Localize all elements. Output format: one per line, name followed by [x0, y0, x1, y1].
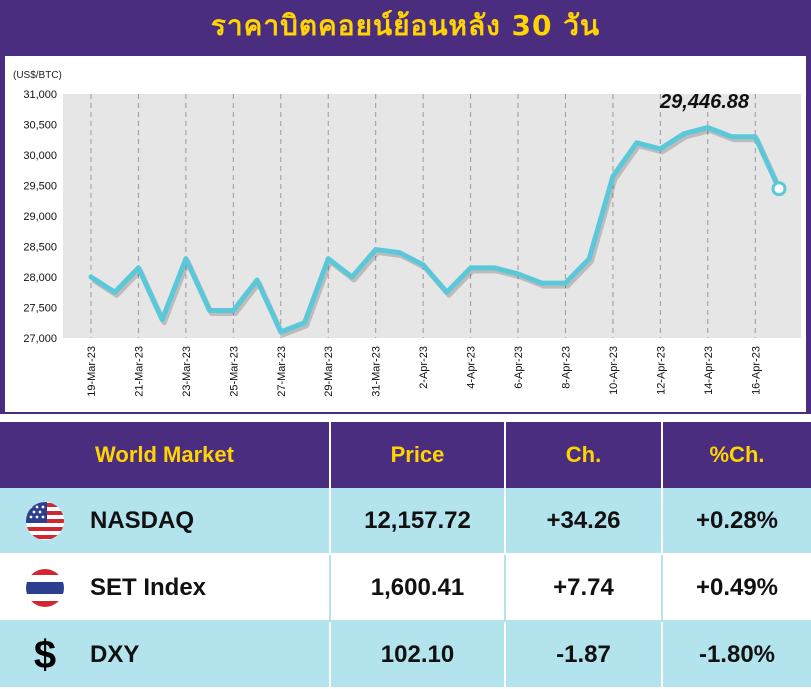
y-tick-label: 28,500 — [23, 242, 57, 254]
x-tick-label: 2-Apr-23 — [418, 346, 430, 389]
x-tick-label: 21-Mar-23 — [133, 346, 145, 397]
x-tick-label: 31-Mar-23 — [371, 346, 383, 397]
chart-title: ราคาบิตคอยน์ย้อนหลัง 30 วัน — [210, 9, 601, 42]
header-world-market: World Market — [0, 422, 331, 488]
y-tick-label: 31,000 — [23, 89, 57, 101]
table-header-row: World Market Price Ch. %Ch. — [0, 422, 811, 488]
unit-label: (US$/BTC) — [13, 70, 62, 81]
y-tick-label: 30,500 — [23, 120, 57, 132]
x-tick-label: 19-Mar-23 — [86, 346, 98, 397]
market-price: 12,157.72 — [330, 488, 506, 555]
table-row: SET Index 1,600.41 +7.74 +0.49% — [0, 554, 811, 622]
series-line — [88, 125, 782, 335]
table-row: NASDAQ 12,157.72 +34.26 +0.28% — [0, 488, 811, 555]
x-tick-label: 27-Mar-23 — [276, 346, 288, 397]
x-tick-label: 4-Apr-23 — [466, 346, 478, 389]
us-flag-icon — [0, 501, 90, 541]
header-change: Ch. — [505, 422, 663, 488]
line-chart: (US$/BTC) 31,000 30,500 30,000 29,500 29,000 2… — [5, 56, 806, 412]
x-tick-label: 10-Apr-23 — [608, 346, 620, 395]
market-change: +34.26 — [505, 488, 663, 555]
last-point-marker — [771, 181, 787, 197]
market-name-cell: SET Index — [0, 554, 331, 622]
market-name: NASDAQ — [90, 506, 195, 534]
market-change: +7.74 — [505, 554, 663, 622]
y-tick-label: 27,000 — [23, 333, 57, 345]
y-tick-label: 27,500 — [23, 303, 57, 315]
table-row: $ DXY 102.10 -1.87 -1.80% — [0, 621, 811, 689]
market-change: -1.87 — [505, 621, 663, 689]
market-name: SET Index — [90, 573, 207, 601]
market-price: 1,600.41 — [330, 554, 506, 622]
market-pct-change: +0.49% — [662, 554, 811, 622]
x-tick-label: 14-Apr-23 — [703, 346, 715, 395]
divider — [0, 414, 811, 422]
dollar-icon: $ — [33, 632, 57, 677]
x-tick-label: 16-Apr-23 — [750, 346, 762, 395]
header-pct-change: %Ch. — [662, 422, 811, 488]
x-tick-label: 8-Apr-23 — [560, 346, 572, 389]
market-name-cell: $ DXY — [0, 621, 331, 689]
last-value-annotation: 29,446.88 — [659, 91, 750, 113]
y-tick-label: 30,000 — [23, 150, 57, 162]
y-tick-label: 28,000 — [23, 272, 57, 284]
x-tick-label: 12-Apr-23 — [655, 346, 667, 395]
x-tick-label: 23-Mar-23 — [181, 346, 193, 397]
market-name: DXY — [90, 640, 140, 668]
world-market-table: World Market Price Ch. %Ch. — [0, 422, 811, 689]
thai-flag-icon — [0, 568, 90, 608]
header-price: Price — [330, 422, 506, 488]
y-tick-label: 29,000 — [23, 211, 57, 223]
market-name-cell: NASDAQ — [0, 488, 331, 555]
x-tick-label: 6-Apr-23 — [513, 346, 525, 389]
market-price: 102.10 — [330, 621, 506, 689]
y-tick-label: 29,500 — [23, 181, 57, 193]
x-tick-label: 29-Mar-23 — [323, 346, 335, 397]
x-tick-label: 25-Mar-23 — [228, 346, 240, 397]
market-pct-change: -1.80% — [662, 621, 811, 689]
market-pct-change: +0.28% — [662, 488, 811, 555]
chart-svg: (US$/BTC) 31,000 30,500 30,000 29,500 29,000 2… — [13, 70, 801, 397]
